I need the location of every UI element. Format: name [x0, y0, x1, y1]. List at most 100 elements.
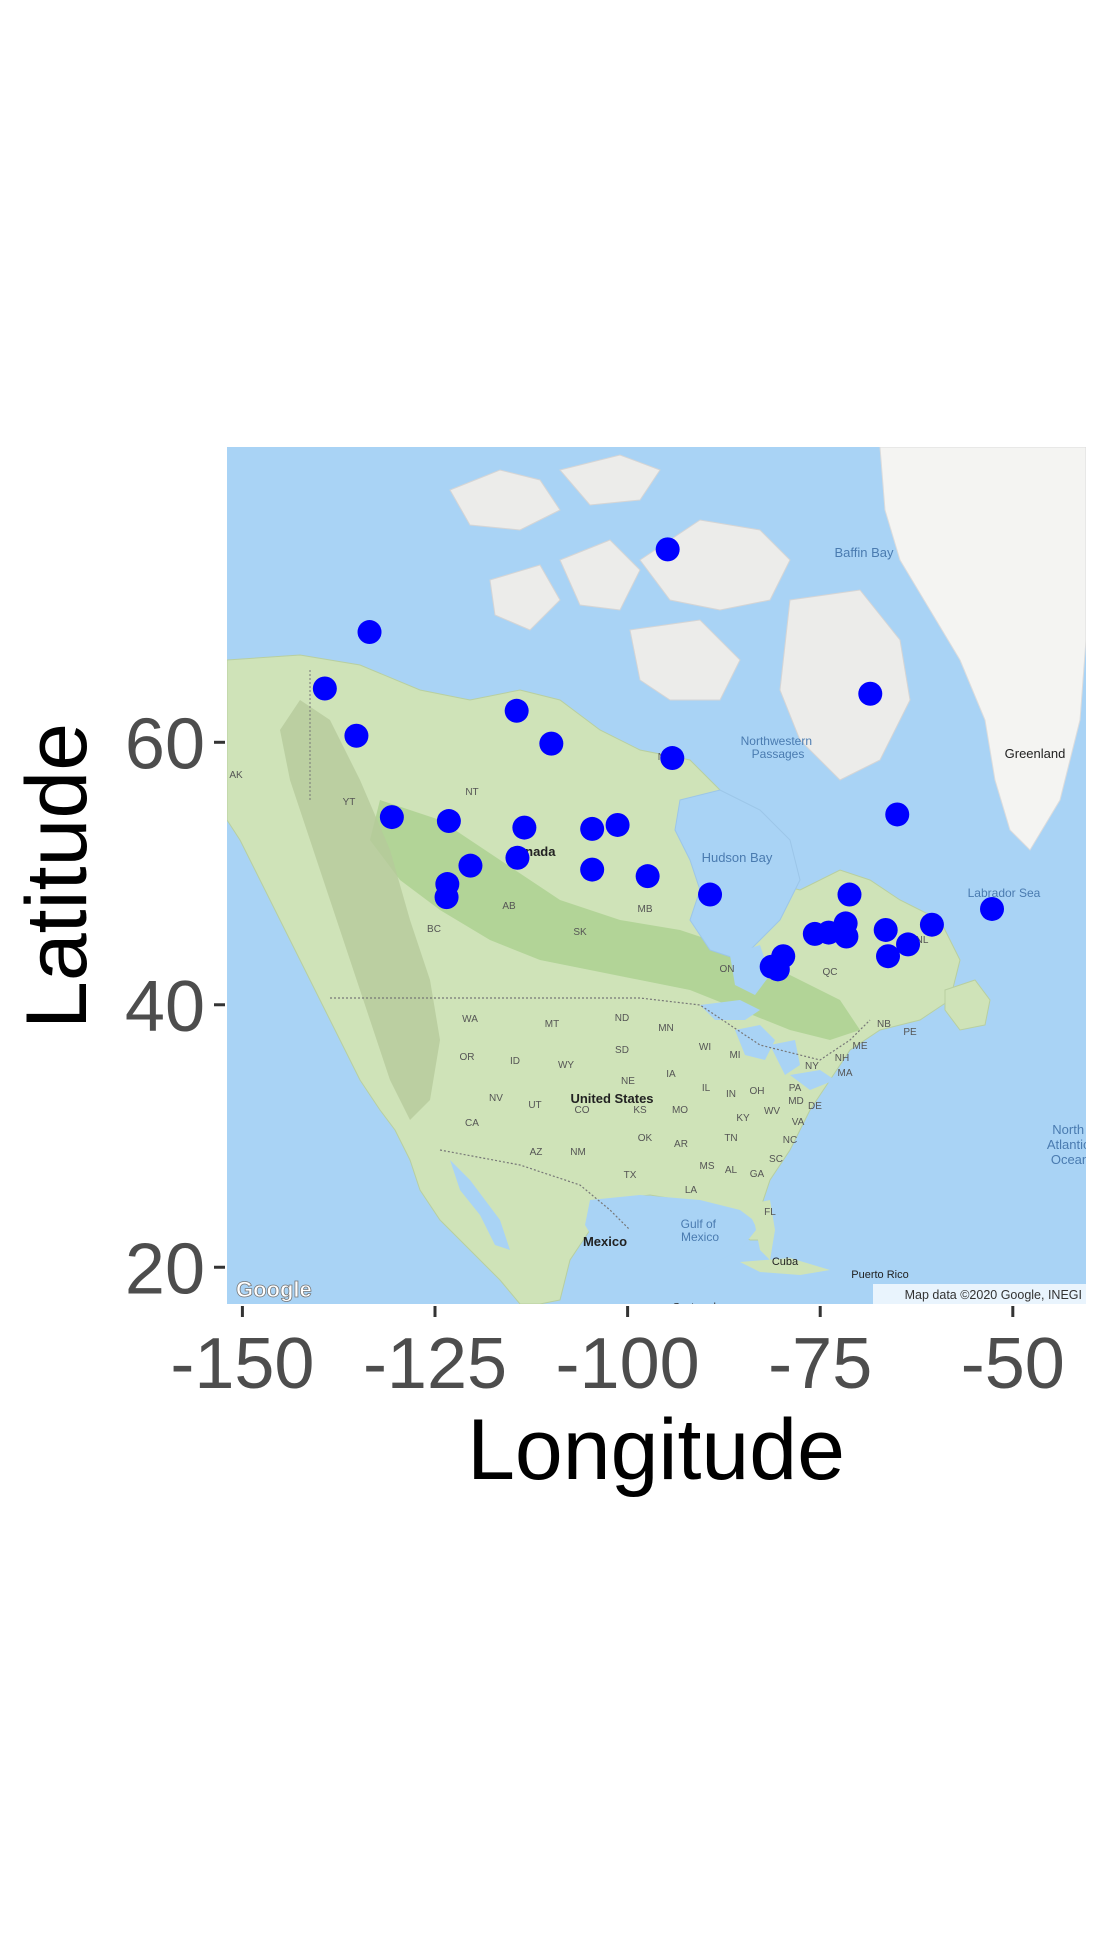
data-point — [504, 698, 529, 723]
label-baffin-bay: Baffin Bay — [834, 545, 894, 560]
data-point — [885, 802, 910, 827]
label-az: AZ — [530, 1147, 543, 1158]
label-northwestern-passages-line-2: Passages — [752, 747, 805, 761]
label-oh: OH — [750, 1086, 765, 1097]
map-attribution: Map data ©2020 Google, INEGI — [905, 1288, 1082, 1302]
x-axis-title: Longitude — [467, 1402, 845, 1498]
label-yt: YT — [343, 797, 356, 808]
label-nh: NH — [835, 1053, 849, 1064]
attribution-background — [873, 1284, 1086, 1304]
data-point — [312, 676, 337, 701]
label-ma: MA — [838, 1068, 853, 1079]
label-ut: UT — [528, 1100, 541, 1111]
baja-california — [450, 1160, 510, 1250]
label-mb: MB — [638, 904, 653, 915]
x-tick-label: -75 — [768, 1324, 872, 1404]
label-northwestern-passages: Northwestern Passages — [741, 734, 816, 761]
label-ia: IA — [666, 1069, 676, 1080]
label-north-atlantic-line-2: Atlantic — [1047, 1137, 1090, 1152]
map-basemap: Baffin Bay Northwestern Passages Greenla… — [227, 447, 1093, 1313]
arctic-islands — [449, 454, 911, 781]
data-point — [505, 845, 530, 870]
data-point — [580, 816, 605, 841]
data-point — [765, 957, 790, 982]
data-point — [876, 944, 901, 969]
label-sd: SD — [615, 1045, 629, 1056]
x-tick-label: -125 — [363, 1324, 507, 1404]
label-md: MD — [788, 1096, 804, 1107]
data-point — [512, 815, 537, 840]
florida — [745, 1200, 775, 1260]
label-north-atlantic-line-3: Ocean — [1051, 1152, 1089, 1167]
label-cuba: Cuba — [772, 1256, 799, 1268]
data-point — [655, 537, 680, 562]
label-ga: GA — [750, 1169, 765, 1180]
label-wa: WA — [462, 1014, 478, 1025]
james-bay — [730, 945, 770, 995]
x-tick-label: -50 — [961, 1324, 1065, 1404]
label-north-atlantic-line-1: North — [1052, 1122, 1084, 1137]
label-ar: AR — [674, 1139, 688, 1150]
data-points — [312, 537, 1005, 982]
label-wy: WY — [558, 1060, 574, 1071]
label-qc: QC — [823, 967, 838, 978]
label-mn: MN — [658, 1023, 674, 1034]
data-point — [873, 917, 898, 942]
label-me: ME — [853, 1041, 868, 1052]
label-ks: KS — [633, 1105, 647, 1116]
label-north-atlantic: North Atlantic Ocean — [1047, 1122, 1093, 1167]
label-tx: TX — [624, 1170, 637, 1181]
label-co: CO — [575, 1105, 590, 1116]
label-ne: NE — [621, 1076, 635, 1087]
label-ny: NY — [805, 1061, 819, 1072]
label-nd: ND — [615, 1013, 629, 1024]
axes: -150 -125 -100 -75 -50 20 40 60 — [125, 704, 1065, 1404]
label-tn: TN — [724, 1133, 737, 1144]
gulf-of-mexico — [585, 1195, 760, 1280]
label-il: IL — [702, 1083, 711, 1094]
label-va: VA — [792, 1117, 805, 1128]
data-point — [834, 924, 859, 949]
data-point — [539, 731, 564, 756]
data-point — [605, 812, 630, 837]
label-nv: NV — [489, 1093, 503, 1104]
label-ak: AK — [229, 770, 243, 781]
data-point — [344, 723, 369, 748]
data-point — [896, 932, 921, 957]
label-sc: SC — [769, 1154, 783, 1165]
label-greenland: Greenland — [1005, 746, 1066, 761]
label-wv: WV — [764, 1106, 780, 1117]
label-bc: BC — [427, 924, 441, 935]
label-on: ON — [720, 964, 735, 975]
label-labrador-sea: Labrador Sea — [968, 886, 1041, 900]
data-point — [698, 882, 723, 907]
label-nl: NL — [916, 935, 929, 946]
label-gulf-of-mexico-line-1: Gulf of — [681, 1217, 717, 1231]
label-guatemala: Guatemala — [673, 1302, 722, 1313]
label-mt: MT — [545, 1019, 559, 1030]
data-point — [660, 746, 685, 771]
label-ok: OK — [638, 1133, 653, 1144]
canada-us-border — [330, 997, 871, 1061]
data-point — [980, 896, 1005, 921]
x-tick-label: -150 — [170, 1324, 314, 1404]
label-la: LA — [685, 1185, 698, 1196]
label-hudson-bay: Hudson Bay — [702, 850, 773, 865]
data-point — [379, 805, 404, 830]
label-gulf-of-mexico-line-2: Mexico — [681, 1230, 719, 1244]
label-northwestern-passages-line-1: Northwestern — [741, 734, 812, 748]
label-or: OR — [460, 1052, 475, 1063]
data-point — [580, 857, 605, 882]
label-gulf-of-mexico: Gulf of Mexico — [681, 1217, 720, 1244]
label-nm: NM — [570, 1147, 586, 1158]
data-point — [919, 912, 944, 937]
y-tick-label: 60 — [125, 704, 205, 784]
data-point — [802, 921, 827, 946]
newfoundland — [944, 979, 991, 1031]
data-point — [458, 853, 483, 878]
label-ky: KY — [736, 1113, 750, 1124]
cuba — [740, 1258, 830, 1275]
label-al: AL — [725, 1165, 738, 1176]
data-point — [434, 885, 459, 910]
